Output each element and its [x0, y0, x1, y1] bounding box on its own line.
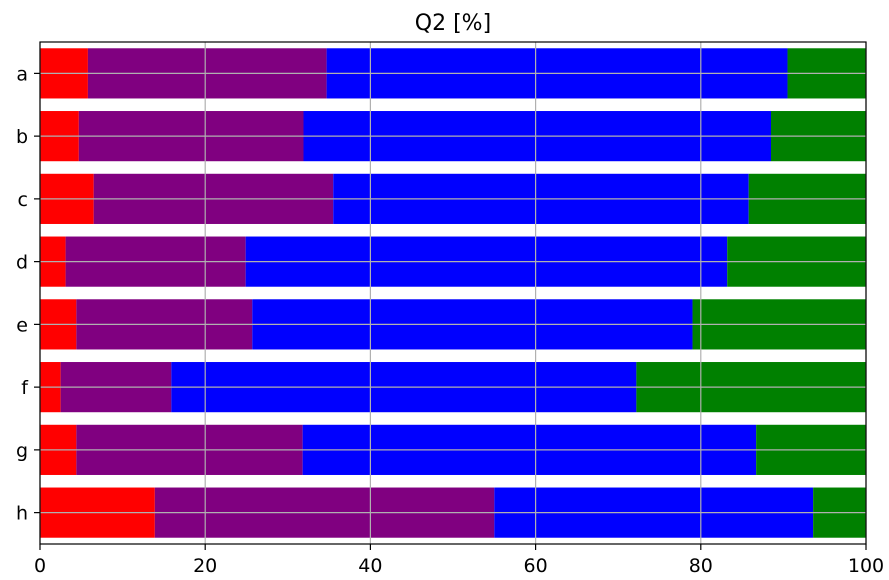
x-axis: 0 20 40 60 80 100 — [34, 544, 884, 577]
chart-title: Q2 [%] — [415, 11, 491, 36]
x-tick-label-2: 40 — [358, 555, 382, 577]
x-tick-label-4: 80 — [689, 555, 713, 577]
plot-frame — [39, 41, 867, 545]
y-tick-label-d: d — [16, 252, 28, 274]
x-tick-label-0: 0 — [34, 555, 46, 577]
x-tick-label-3: 60 — [524, 555, 548, 577]
y-tick-label-g: g — [16, 440, 28, 462]
y-tick-label-a: a — [16, 63, 28, 85]
x-tick-label-5: 100 — [848, 555, 884, 577]
y-tick-label-h: h — [16, 503, 28, 525]
y-axis: a b c d e f g h — [16, 63, 40, 525]
bars-group — [40, 48, 866, 538]
y-tick-label-b: b — [16, 126, 28, 148]
y-tick-label-f: f — [21, 377, 29, 399]
y-tick-label-c: c — [18, 189, 28, 211]
y-tick-label-e: e — [16, 314, 28, 336]
x-tick-label-1: 20 — [193, 555, 217, 577]
